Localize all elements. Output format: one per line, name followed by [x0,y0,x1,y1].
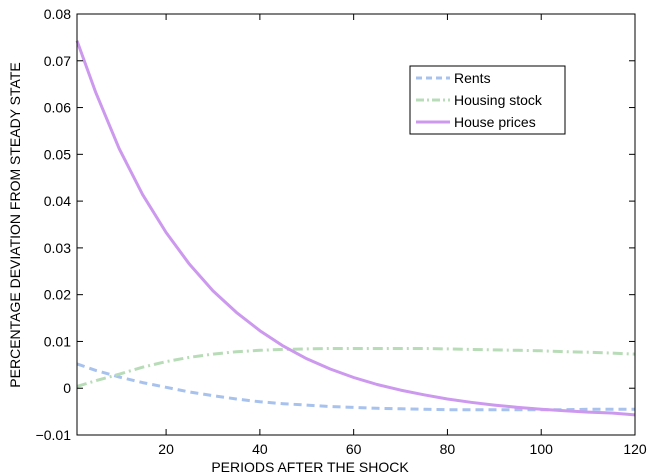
series-line-rents [76,362,635,412]
x-tick-label: 20 [158,441,174,457]
legend-label: Housing stock [454,92,543,108]
series-line-housing-stock [76,347,636,388]
legend: Rents Housing stock House prices [409,65,566,135]
legend-label: Rents [454,70,491,86]
plot-frame [76,13,636,436]
y-axis-label: PERCENTAGE DEVIATION FROM STEADY STATE [7,62,23,387]
y-tick-label: 0.06 [44,100,71,116]
x-axis-label: PERIODS AFTER THE SHOCK [211,459,409,475]
y-tick-label: 0.03 [44,240,71,256]
y-tick-label: 0.02 [44,287,71,303]
y-tick-label: 0 [63,380,71,396]
series-line-house-prices [75,40,636,417]
x-tick-label: 80 [440,441,456,457]
y-tick-label: 0.01 [44,333,71,349]
x-tick-label: 40 [252,441,268,457]
y-tick-label: 0.05 [44,146,71,162]
series-layer [75,40,636,417]
x-tick-label: 100 [530,441,554,457]
y-tick-label: −0.01 [36,427,72,443]
y-tick-label: 0.08 [44,6,71,22]
x-tick-label: 120 [623,441,647,457]
legend-label: House prices [454,114,536,130]
y-tick-label: 0.04 [44,193,71,209]
x-tick-label: 60 [346,441,362,457]
y-tick-label: 0.07 [44,53,71,69]
ticks-layer: 20 40 60 80 100 120 −0.01 0 0.01 0.02 0.03 0.04 0.05… [36,6,647,457]
